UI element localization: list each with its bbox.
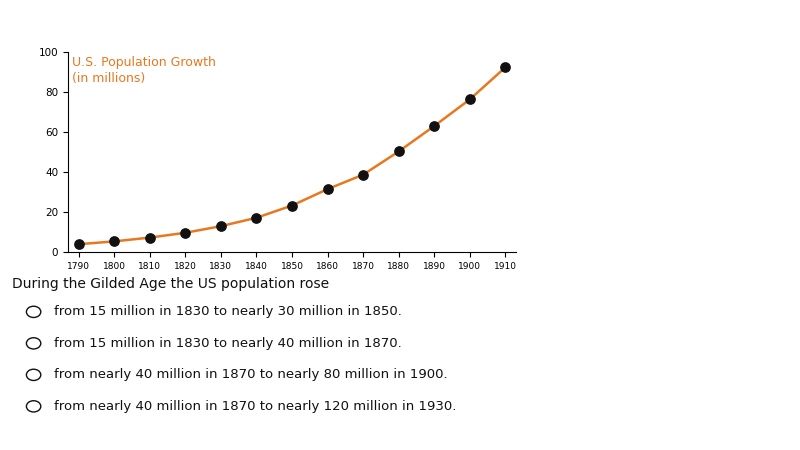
Point: [108, 238, 121, 245]
Point: [428, 122, 441, 130]
Point: [214, 223, 227, 230]
Point: [286, 202, 298, 209]
Point: [357, 171, 370, 178]
Text: from nearly 40 million in 1870 to nearly 120 million in 1930.: from nearly 40 million in 1870 to nearly…: [54, 400, 457, 413]
Point: [499, 64, 512, 71]
Text: from 15 million in 1830 to nearly 40 million in 1870.: from 15 million in 1830 to nearly 40 mil…: [54, 337, 402, 350]
Point: [72, 241, 85, 248]
Point: [463, 96, 476, 103]
Text: from nearly 40 million in 1870 to nearly 80 million in 1900.: from nearly 40 million in 1870 to nearly…: [54, 369, 448, 381]
Text: from 15 million in 1830 to nearly 30 million in 1850.: from 15 million in 1830 to nearly 30 mil…: [54, 306, 402, 318]
Point: [321, 185, 334, 193]
Point: [250, 214, 263, 221]
Text: During the Gilded Age the US population rose: During the Gilded Age the US population …: [12, 277, 329, 291]
Point: [179, 229, 192, 236]
Point: [392, 148, 405, 155]
Text: Look at the graph below, which shows the population of the United States from 17: Look at the graph below, which shows the…: [10, 14, 663, 28]
Text: U.S. Population Growth
(in millions): U.S. Population Growth (in millions): [73, 56, 216, 85]
Point: [143, 234, 156, 241]
